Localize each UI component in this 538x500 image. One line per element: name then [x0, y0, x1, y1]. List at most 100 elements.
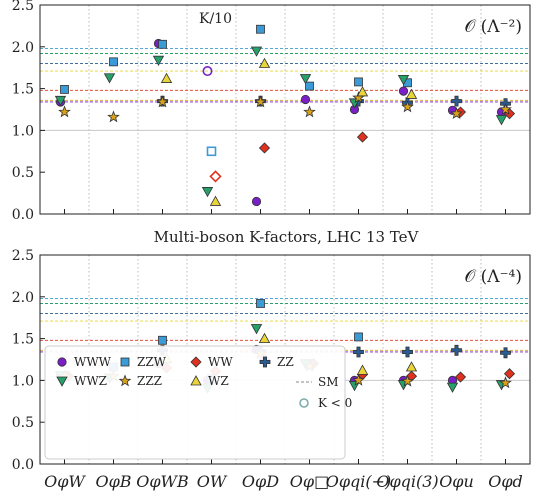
axes-frame: [39, 4, 531, 215]
top-panel: 0.0 0.5 1.0 1.5 2.0 2.5 𝒪 (Λ⁻²) K/10: [12, 0, 531, 223]
y-tick-label: 2.0: [12, 290, 34, 306]
y-tick-label: 2.0: [12, 40, 34, 56]
point-zzz: [401, 100, 414, 113]
point-zzz: [352, 373, 365, 386]
y-tick-label: 1.0: [12, 373, 34, 389]
point-zzz: [401, 374, 414, 387]
x-tick-label: OW: [197, 472, 228, 491]
point-wz: [258, 332, 271, 344]
legend-label-sm: SM: [318, 375, 339, 389]
x-tick-label: Oφu: [439, 472, 474, 491]
point-ww: [503, 368, 516, 380]
point-wz: [258, 57, 271, 68]
point-zzw: [158, 335, 167, 345]
point-zz: [353, 346, 364, 358]
point-www: [251, 196, 262, 207]
legend-label-www: WWW: [74, 355, 112, 369]
x-tick-label: Oφ□: [290, 472, 329, 491]
x-tick-label: Oφd: [488, 472, 523, 491]
point-zzz: [450, 107, 463, 120]
point-www: [202, 66, 213, 77]
y-tick-label: 2.5: [12, 248, 34, 264]
point-wwz: [152, 55, 165, 66]
y-tick-label: 0.0: [12, 457, 34, 473]
x-tick-label: Oφqi(−): [326, 472, 392, 491]
legend: WWW ZZW WW ZZ WWZ ZZZ WZ SM K < 0: [44, 345, 352, 460]
y-tick-label: 1.5: [12, 82, 34, 98]
k-over-10-annotation: K/10: [199, 11, 232, 27]
point-wwz: [299, 74, 312, 85]
point-zzz: [499, 102, 512, 115]
point-zzw: [206, 146, 217, 157]
legend-marker-www: [57, 357, 67, 367]
point-ww: [209, 170, 222, 183]
x-tick-label: OφD: [242, 472, 279, 491]
point-ww: [258, 142, 271, 154]
point-wwz: [495, 115, 508, 126]
y-tick-label: 0.5: [12, 415, 34, 431]
point-zzw: [256, 299, 265, 308]
x-axis-labels: OφW OφB OφWB OW OφD Oφ□Oφqi(−)Oφqi(3) Oφu Oφd: [44, 472, 523, 491]
point-wwz: [54, 95, 67, 107]
legend-label-zzz: ZZZ: [137, 374, 162, 388]
point-zzz: [254, 95, 267, 108]
point-wwz: [250, 46, 263, 57]
legend-marker-zzz: [118, 374, 132, 387]
legend-label-ww: WW: [208, 355, 233, 369]
legend-label-negative: K < 0: [318, 396, 352, 410]
legend-label-wz: WZ: [208, 374, 229, 388]
y-tick-label: 1.5: [12, 332, 34, 348]
point-zzw: [109, 57, 118, 67]
y-tick-label: 2.5: [12, 0, 34, 14]
point-zz: [451, 95, 462, 107]
panel-order-label: 𝒪 (Λ⁻²): [465, 17, 522, 37]
legend-marker-wz: [190, 375, 202, 386]
point-zzw: [354, 332, 363, 342]
point-zzz: [499, 376, 512, 389]
legend-label-wwz: WWZ: [74, 374, 107, 388]
point-wz: [160, 72, 173, 83]
point-zzz: [58, 105, 71, 118]
point-www: [398, 86, 409, 96]
point-zzz: [156, 95, 169, 108]
legend-box: [44, 345, 346, 460]
point-wz: [356, 364, 369, 375]
point-zzw: [158, 39, 167, 49]
legend-label-zz: ZZ: [277, 355, 294, 369]
point-wz: [209, 195, 222, 206]
point-wwz: [250, 324, 263, 335]
x-tick-label: Oφqi(3): [376, 472, 438, 491]
point-zzw: [60, 85, 69, 94]
point-zzz: [107, 110, 120, 123]
point-wz: [405, 361, 418, 372]
point-zzw: [256, 24, 265, 34]
x-tick-label: OφW: [44, 472, 86, 491]
legend-marker-ww: [190, 356, 202, 368]
legend-marker-zz: [259, 356, 271, 368]
point-zzz: [303, 105, 316, 118]
y-tick-label: 1.0: [12, 123, 34, 139]
point-wwz: [397, 75, 410, 86]
point-wz: [356, 86, 369, 97]
legend-label-zzw: ZZW: [137, 355, 167, 369]
x-tick-label: OφWB: [136, 472, 189, 491]
panel-order-label: 𝒪 (Λ⁻⁴): [465, 267, 522, 287]
point-wwz: [103, 73, 116, 84]
point-zz: [402, 346, 413, 358]
point-ww: [356, 131, 369, 143]
legend-marker-zzw: [120, 357, 130, 367]
point-wwz: [201, 187, 214, 198]
point-wwz: [446, 382, 459, 393]
point-zz: [451, 344, 462, 356]
x-tick-label: OφB: [95, 472, 131, 491]
y-tick-label: 0.0: [12, 207, 34, 223]
point-zzw: [305, 81, 314, 91]
point-zzw: [354, 77, 363, 87]
y-tick-label: 0.5: [12, 165, 34, 181]
point-ww: [454, 371, 467, 383]
point-wz: [405, 88, 418, 99]
axes-frame: [39, 254, 531, 465]
point-zz: [500, 347, 511, 359]
figure-title: Multi-boson K-factors, LHC 13 TeV: [154, 228, 420, 246]
